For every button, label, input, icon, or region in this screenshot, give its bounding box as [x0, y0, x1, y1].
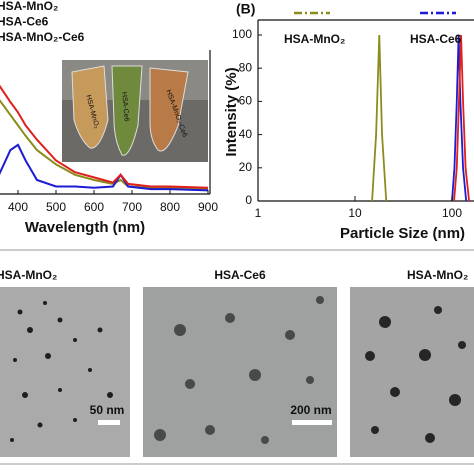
- legend-label: HSA-MnO₂: [284, 32, 345, 46]
- tem-image: [0, 287, 130, 457]
- x-axis-label: Particle Size (nm): [340, 225, 465, 242]
- x-tick-label: 900: [198, 200, 218, 214]
- tem-title: HSA-Ce6: [214, 268, 266, 282]
- y-tick-label: 100: [232, 27, 252, 41]
- x-tick-label: 600: [84, 200, 104, 214]
- y-axis-label: Intensity (%): [223, 67, 240, 156]
- legend-label: HSA-Ce6: [0, 15, 49, 29]
- x-tick-label: 1: [255, 206, 262, 220]
- x-tick-label: 10: [348, 206, 362, 220]
- y-tick-label: 40: [239, 127, 253, 141]
- line-series: [451, 34, 468, 202]
- tem-image: [143, 287, 337, 457]
- x-axis-label: Wavelength (nm): [25, 219, 145, 236]
- scale-bar-label: 50 nm: [90, 403, 125, 417]
- photo: [62, 60, 208, 162]
- y-tick-label: 80: [239, 60, 253, 74]
- photo-label: HSA-Ce6: [120, 92, 130, 122]
- x-tick-label: 700: [122, 200, 142, 214]
- plot-area: [0, 84, 209, 192]
- tem-image: [350, 287, 474, 457]
- x-tick-label: 800: [160, 200, 180, 214]
- legend-label: HSA-MnO₂-Ce6: [0, 30, 85, 44]
- tem-title: HSA-MnO₂: [407, 268, 468, 282]
- x-tick-label: 100: [442, 206, 462, 220]
- panel-label: (B): [236, 1, 255, 17]
- plot-area: [371, 34, 470, 202]
- line-series: [371, 34, 388, 202]
- line-series: [0, 84, 209, 189]
- x-tick-label: 500: [46, 200, 66, 214]
- y-tick-label: 20: [239, 160, 253, 174]
- scale-bar-label: 200 nm: [290, 403, 331, 417]
- legend-label: HSA-MnO₂: [0, 0, 58, 13]
- line-series: [453, 34, 470, 202]
- tem-title: HSA-MnO₂: [0, 268, 57, 282]
- line-series: [0, 143, 209, 192]
- legend-label: HSA-Ce6: [410, 32, 462, 46]
- x-tick-label: 400: [8, 200, 28, 214]
- y-tick-label: 60: [239, 94, 253, 108]
- y-tick-label: 0: [245, 193, 252, 207]
